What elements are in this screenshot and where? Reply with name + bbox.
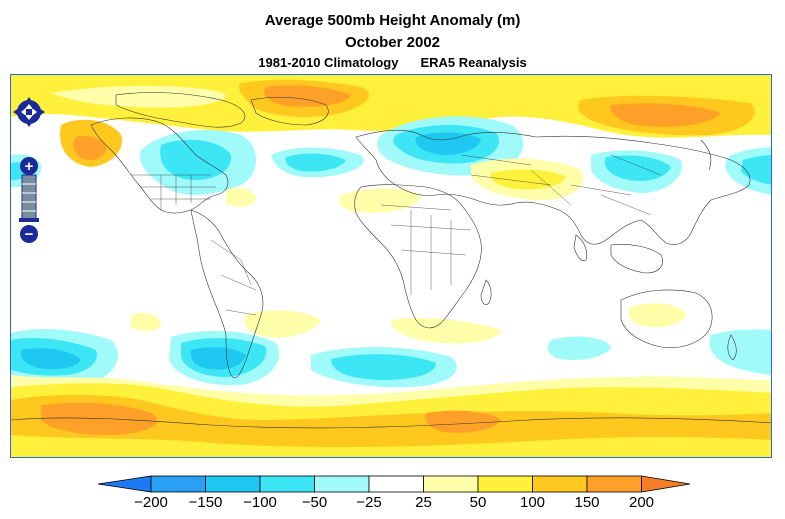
arrow-down-icon[interactable] xyxy=(23,118,35,127)
zoom-in-label: + xyxy=(25,158,34,175)
legend-tick-label: 50 xyxy=(470,494,487,511)
legend-tick-label: 200 xyxy=(629,494,654,511)
legend-swatch xyxy=(259,475,315,493)
country-borders xyxy=(131,154,662,316)
legend-tick-label: 25 xyxy=(415,494,432,511)
zoom-out-button[interactable]: − xyxy=(20,225,38,243)
zoom-out-label: − xyxy=(25,226,34,243)
legend-tick-label: −150 xyxy=(189,494,223,511)
anomaly-map[interactable] xyxy=(10,74,772,458)
legend-swatch xyxy=(150,475,206,493)
climatology-label: 1981-2010 Climatology xyxy=(258,55,399,70)
legend-swatch xyxy=(586,475,642,493)
legend-swatch xyxy=(314,475,370,493)
legend-swatch xyxy=(532,475,588,493)
legend-tick-label: −25 xyxy=(356,494,381,511)
legend-tick-label: −200 xyxy=(134,494,168,511)
legend-swatch-max xyxy=(641,475,691,493)
legend-swatch xyxy=(477,475,533,493)
map-date: October 2002 xyxy=(344,34,441,51)
legend-tick-label: −50 xyxy=(302,494,327,511)
positive-anomaly-south xyxy=(11,375,771,457)
legend-swatch-min xyxy=(97,475,152,493)
map-title: Average 500mb Height Anomaly (m) xyxy=(264,12,521,29)
legend-tick-label: 150 xyxy=(574,494,599,511)
legend-tick-label: 100 xyxy=(520,494,545,511)
arrow-up-icon[interactable] xyxy=(23,97,35,106)
arrow-right-icon[interactable] xyxy=(36,106,45,118)
zoom-in-button[interactable]: + xyxy=(20,157,38,175)
source-label: ERA5 Reanalysis xyxy=(420,55,527,70)
arrow-left-icon[interactable] xyxy=(13,106,22,118)
coastlines xyxy=(11,92,771,429)
legend-tick-label: −100 xyxy=(243,494,277,511)
negative-anomaly-south xyxy=(11,329,771,388)
pan-control[interactable] xyxy=(13,97,45,127)
zoom-slider[interactable] xyxy=(19,174,39,222)
map-subtitle: 1981-2010 Climatology ERA5 Reanalysis xyxy=(0,55,785,70)
color-legend: −200 −150 −100 −50 −25 25 50 100 150 200 xyxy=(96,474,692,514)
negative-anomaly-north xyxy=(11,116,771,195)
map-canvas xyxy=(11,75,771,457)
map-navigation-control: + − xyxy=(12,96,46,248)
legend-swatch xyxy=(368,475,424,493)
zoom-slider-handle[interactable] xyxy=(19,218,39,222)
legend-swatch xyxy=(423,475,479,493)
legend-swatch xyxy=(205,475,261,493)
positive-anomaly-north xyxy=(11,75,771,167)
